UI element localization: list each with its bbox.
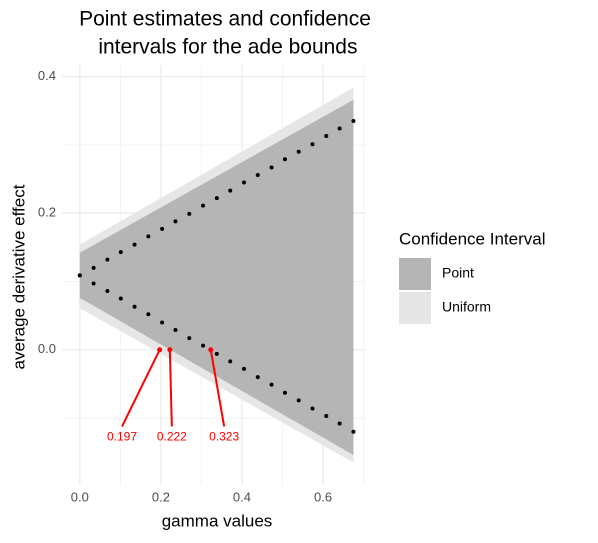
bound-point	[228, 359, 233, 364]
bound-point	[77, 273, 82, 278]
annotation-arrow	[168, 349, 173, 427]
bound-point	[255, 172, 260, 177]
bound-point	[201, 343, 206, 348]
annotation-point	[208, 347, 214, 353]
bound-point	[91, 281, 96, 286]
bound-point	[173, 219, 178, 224]
bound-point	[241, 366, 246, 371]
bound-point	[187, 211, 192, 216]
legend-key	[399, 258, 431, 290]
annotation-point	[157, 347, 163, 353]
bound-point	[269, 165, 274, 170]
confidence-band	[79, 99, 354, 455]
bound-point	[105, 257, 110, 262]
bound-point	[118, 250, 123, 255]
legend-title: Confidence Interval	[399, 229, 545, 248]
bound-point	[296, 149, 301, 154]
annotation-arrow	[121, 349, 161, 427]
bound-point	[146, 234, 151, 239]
bound-point	[351, 119, 356, 123]
bound-point	[296, 398, 301, 403]
annotation-point	[167, 347, 173, 353]
bound-point	[310, 142, 315, 147]
bound-point	[105, 289, 110, 294]
bound-point	[146, 312, 151, 317]
x-tick-label: 0.2	[152, 489, 170, 504]
bound-point	[269, 382, 274, 387]
chart-title: Point estimates and confidence	[79, 8, 371, 31]
bound-point	[173, 327, 178, 332]
x-tick-label: 0.6	[314, 489, 332, 504]
y-axis-label: average derivative effect	[9, 184, 28, 369]
annotation-arrow	[209, 349, 226, 427]
bound-point	[282, 157, 287, 162]
bound-point	[91, 265, 96, 270]
bound-point	[241, 180, 246, 185]
bound-point	[132, 242, 137, 247]
bound-point	[324, 134, 329, 139]
annotation-label: 0.323	[209, 430, 239, 444]
bound-point	[132, 304, 137, 309]
bound-point	[337, 126, 342, 131]
bound-point	[228, 188, 233, 193]
annotation-label: 0.222	[157, 430, 187, 444]
legend-label: Point	[442, 265, 474, 281]
bound-point	[160, 226, 165, 231]
x-tick-label: 0.4	[233, 489, 251, 504]
bound-point	[324, 414, 329, 419]
bound-point	[337, 421, 342, 426]
bound-point	[187, 336, 192, 341]
x-tick-label: 0.0	[71, 489, 89, 504]
bound-point	[310, 406, 315, 411]
y-tick-label: 0.2	[38, 205, 56, 220]
legend-key	[399, 292, 431, 324]
bound-point	[282, 390, 287, 395]
x-axis-label: gamma values	[162, 511, 273, 530]
bound-point	[214, 351, 219, 356]
bound-point	[255, 375, 260, 380]
annotation-label: 0.197	[107, 430, 137, 444]
bound-point	[201, 203, 206, 208]
y-tick-label: 0.4	[38, 68, 56, 83]
bound-point	[214, 196, 219, 201]
bound-point	[160, 320, 165, 325]
legend-label: Uniform	[442, 299, 491, 315]
y-tick-label: 0.0	[38, 341, 56, 356]
bound-point	[351, 429, 356, 434]
chart-title: intervals for the ade bounds	[92, 36, 357, 59]
bound-point	[118, 296, 123, 301]
